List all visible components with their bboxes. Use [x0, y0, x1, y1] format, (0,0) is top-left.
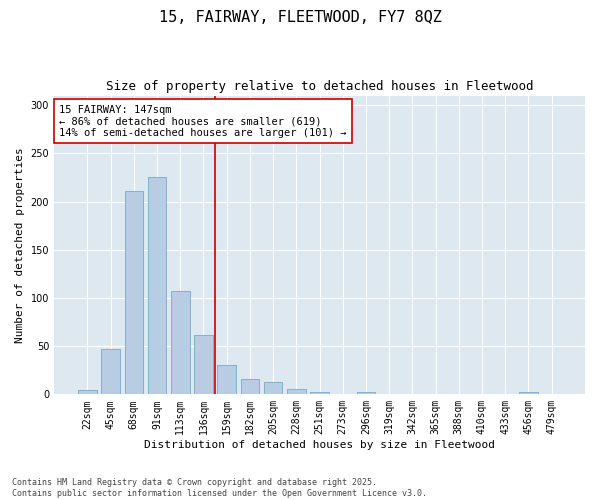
- Bar: [217, 366, 236, 394]
- Bar: [356, 392, 375, 394]
- Bar: [101, 349, 120, 395]
- Bar: [519, 392, 538, 394]
- Bar: [78, 390, 97, 394]
- X-axis label: Distribution of detached houses by size in Fleetwood: Distribution of detached houses by size …: [144, 440, 495, 450]
- Y-axis label: Number of detached properties: Number of detached properties: [15, 147, 25, 343]
- Bar: [194, 334, 213, 394]
- Bar: [264, 382, 283, 394]
- Bar: [148, 176, 166, 394]
- Text: 15, FAIRWAY, FLEETWOOD, FY7 8QZ: 15, FAIRWAY, FLEETWOOD, FY7 8QZ: [158, 10, 442, 25]
- Bar: [171, 291, 190, 395]
- Bar: [310, 392, 329, 394]
- Bar: [287, 388, 305, 394]
- Bar: [241, 379, 259, 394]
- Text: Contains HM Land Registry data © Crown copyright and database right 2025.
Contai: Contains HM Land Registry data © Crown c…: [12, 478, 427, 498]
- Text: 15 FAIRWAY: 147sqm
← 86% of detached houses are smaller (619)
14% of semi-detach: 15 FAIRWAY: 147sqm ← 86% of detached hou…: [59, 104, 347, 138]
- Bar: [125, 191, 143, 394]
- Title: Size of property relative to detached houses in Fleetwood: Size of property relative to detached ho…: [106, 80, 533, 93]
